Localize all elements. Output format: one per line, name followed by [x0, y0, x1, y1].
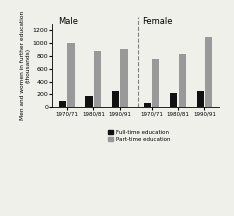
Bar	[120, 49, 128, 107]
Bar	[152, 59, 160, 107]
Y-axis label: Men and women in further education
(thousands): Men and women in further education (thou…	[20, 11, 30, 120]
Text: Female: Female	[142, 17, 173, 26]
Bar	[144, 103, 151, 107]
Bar	[170, 93, 177, 107]
Bar	[85, 96, 93, 107]
Bar	[197, 91, 204, 107]
Text: Male: Male	[58, 17, 78, 26]
Bar	[205, 37, 212, 107]
Bar	[94, 51, 101, 107]
Bar	[67, 43, 75, 107]
Legend: Full-time education, Part-time education: Full-time education, Part-time education	[107, 130, 171, 142]
Bar	[59, 101, 66, 107]
Bar	[112, 91, 119, 107]
Bar	[179, 54, 186, 107]
